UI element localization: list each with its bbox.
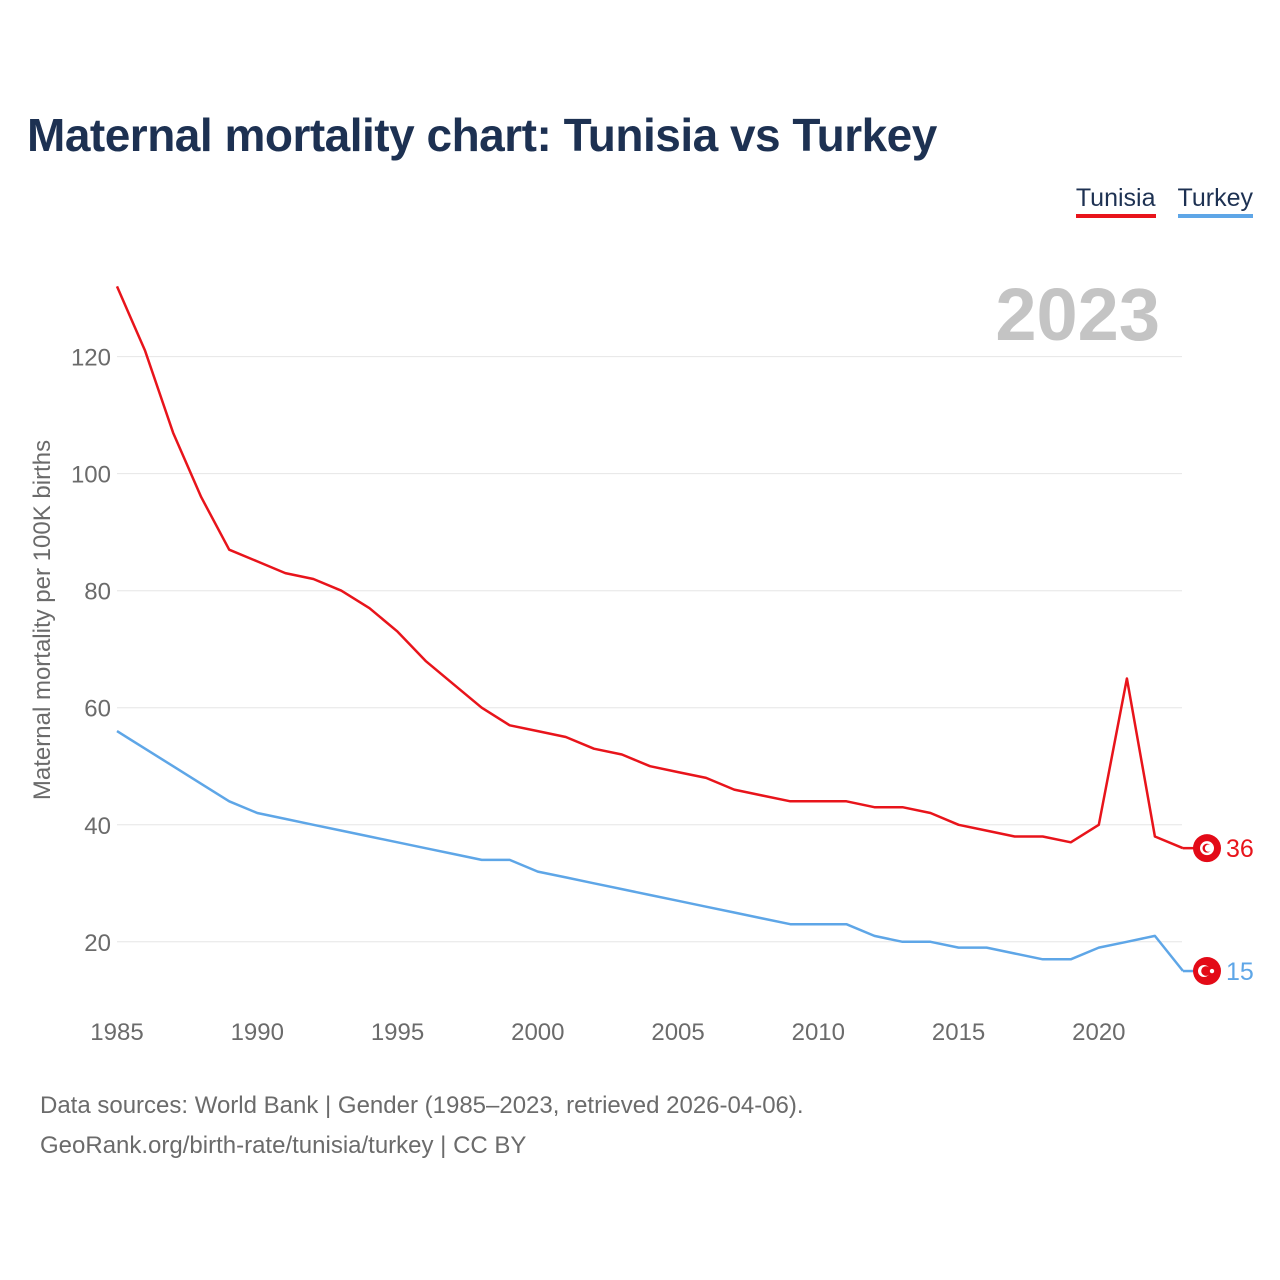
series-line-tunisia (115, 285, 1184, 850)
end-value-label-turkey: 15 (1226, 958, 1254, 986)
x-tick-label-2010: 2010 (792, 1019, 845, 1046)
year-label: 2023 (995, 273, 1160, 356)
chart-title: Maternal mortality chart: Tunisia vs Tur… (27, 109, 937, 161)
legend-item-turkey[interactable]: Turkey (1177, 184, 1253, 218)
x-tick-label-2015: 2015 (932, 1019, 985, 1046)
y-tick-label-80: 80 (84, 579, 111, 606)
y-tick-label-60: 60 (84, 696, 111, 723)
end-value-label-tunisia: 36 (1226, 835, 1254, 863)
source-line-1: Data sources: World Bank | Gender (1985–… (40, 1092, 804, 1119)
x-tick-label-2020: 2020 (1072, 1019, 1125, 1046)
legend: Tunisia Turkey (1075, 184, 1253, 218)
series-line-turkey (116, 730, 1184, 972)
y-tick-label-120: 120 (71, 345, 111, 372)
flag-crescent-cut-icon (1201, 966, 1211, 976)
flag-star-icon (1209, 968, 1215, 974)
x-tick-label-2000: 2000 (511, 1019, 564, 1046)
x-tick-label-1990: 1990 (231, 1019, 284, 1046)
line-chart: 20 40 60 80 100 120 1985 1990 1995 2000 2005 2010 20… (29, 273, 1254, 1046)
y-tick-label-40: 40 (84, 813, 111, 840)
legend-item-tunisia[interactable]: Tunisia (1075, 184, 1156, 218)
flag-crescent-cut-icon (1204, 844, 1213, 852)
source-note: Data sources: World Bank | Gender (1985–… (40, 1086, 804, 1166)
source-line-2[interactable]: GeoRank.org/birth-rate/tunisia/turkey | … (40, 1132, 527, 1159)
x-tick-label-1995: 1995 (371, 1019, 424, 1046)
x-tick-label-2005: 2005 (651, 1019, 704, 1046)
x-tick-label-1985: 1985 (90, 1019, 143, 1046)
y-tick-label-20: 20 (84, 930, 111, 957)
y-tick-label-100: 100 (71, 462, 111, 489)
y-axis-label: Maternal mortality per 100K births (29, 440, 56, 800)
